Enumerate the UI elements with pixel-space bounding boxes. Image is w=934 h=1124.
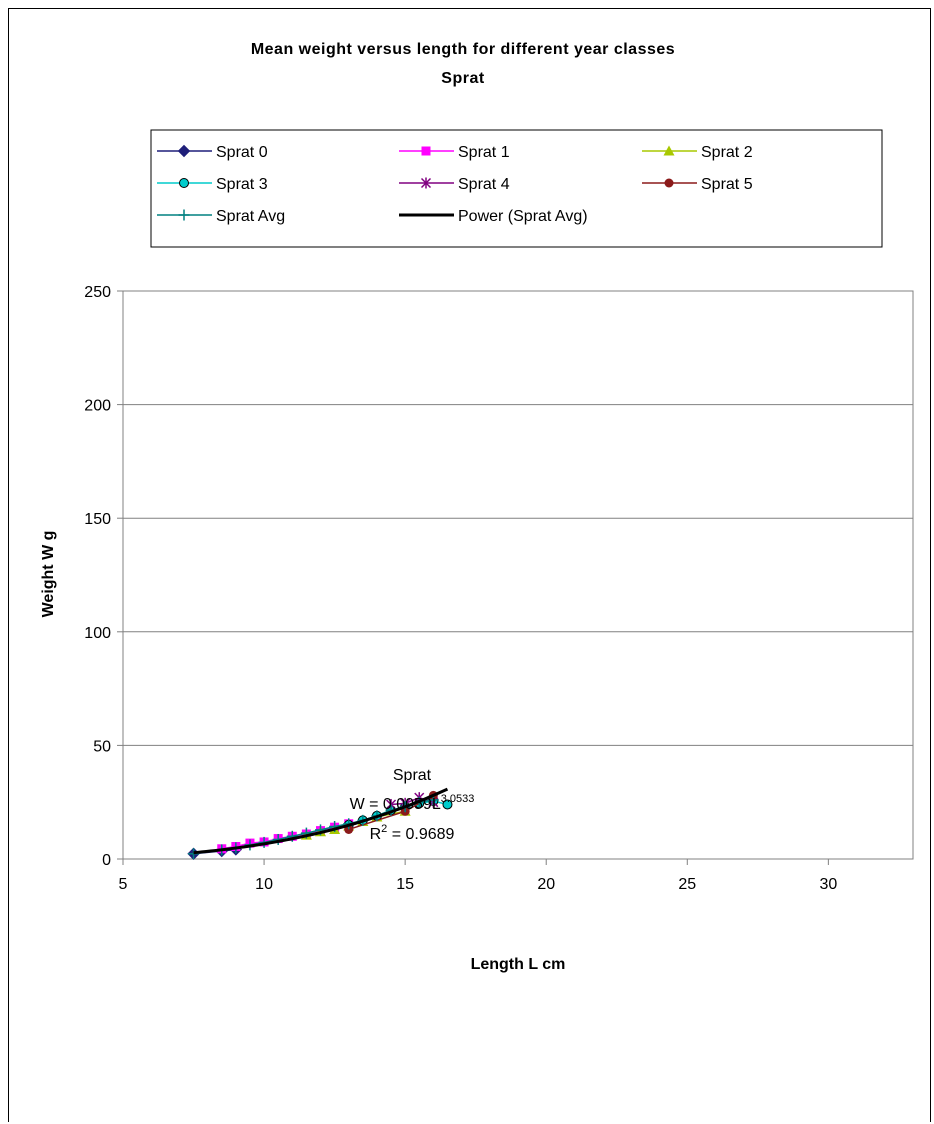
x-tick-label: 10 [255,876,273,893]
x-tick-label: 20 [537,876,555,893]
y-tick-label: 250 [84,284,111,301]
legend-label: Sprat 0 [216,144,268,161]
marker-square [421,146,431,156]
equation-line-2: W = 0.0059L3.0533 [350,793,475,813]
r-squared-exponent: 2 [381,823,387,835]
trendline-layer [193,787,449,855]
y-tick-label: 200 [84,398,111,415]
legend-entry: Sprat 1 [399,144,510,161]
chart-title: Mean weight versus length for different … [251,41,675,58]
y-tick-label: 150 [84,511,111,528]
legend-label: Sprat 1 [458,144,510,161]
trend-equation: Sprat W = 0.0059L3.0533 R2 = 0.9689 [350,767,475,843]
x-tick-label: 15 [396,876,414,893]
legend-entry: Sprat 5 [642,176,753,193]
marker-circle [442,799,453,810]
power-trendline [193,787,449,855]
equation-formula: W = 0.0059L [350,796,441,813]
marker-diamond [177,144,191,158]
legend-box [150,129,883,248]
legend-entry: Sprat 0 [157,144,268,161]
equation-line-1: Sprat [393,767,432,784]
legend-label: Sprat 5 [701,176,753,193]
marker-triangle [663,145,675,156]
legend-label: Sprat Avg [216,208,285,225]
x-tick-label: 30 [819,876,837,893]
chart-svg: Mean weight versus length for different … [40,41,914,973]
r-squared-label: R [370,826,382,843]
legend-entry: Sprat 3 [157,176,268,193]
gridlines [123,404,913,746]
legend-items: Sprat 0 Sprat 1 Sprat 2 Sprat 3 Sprat 4 Sprat… [157,144,753,225]
marker-circle [179,178,189,188]
marker-plus [178,209,190,221]
chart-area: Mean weight versus length for different … [8,8,931,1122]
equation-line-3: R2 = 0.9689 [370,823,455,843]
equation-exponent: 3.0533 [441,793,475,805]
chart-subtitle: Sprat [441,70,485,87]
x-tick-label: 25 [678,876,696,893]
marker-star [420,177,432,189]
axes: 0 50 100 150 200 250 5 10 15 20 25 30 [84,284,837,893]
x-tick-label: 5 [119,876,128,893]
legend: Sprat 0 Sprat 1 Sprat 2 Sprat 3 Sprat 4 Sprat… [150,129,883,248]
plot-frame [122,290,914,860]
legend-label: Power (Sprat Avg) [458,208,588,225]
legend-label: Sprat 4 [458,176,510,193]
plot-area: 0 50 100 150 200 250 5 10 15 20 25 30 [84,284,914,893]
legend-entry: Sprat 4 [399,176,510,193]
legend-entry: Power (Sprat Avg) [399,208,588,225]
legend-label: Sprat 3 [216,176,268,193]
x-axis-title: Length L cm [471,956,566,973]
y-tick-label: 100 [84,625,111,642]
r-squared-value: = 0.9689 [387,826,454,843]
marker-dot [664,178,674,188]
legend-label: Sprat 2 [701,144,753,161]
y-axis-title: Weight W g [40,531,57,618]
legend-entry: Sprat 2 [642,144,753,161]
legend-entry: Sprat Avg [157,208,285,225]
y-tick-label: 50 [93,738,111,755]
y-tick-label: 0 [102,852,111,869]
